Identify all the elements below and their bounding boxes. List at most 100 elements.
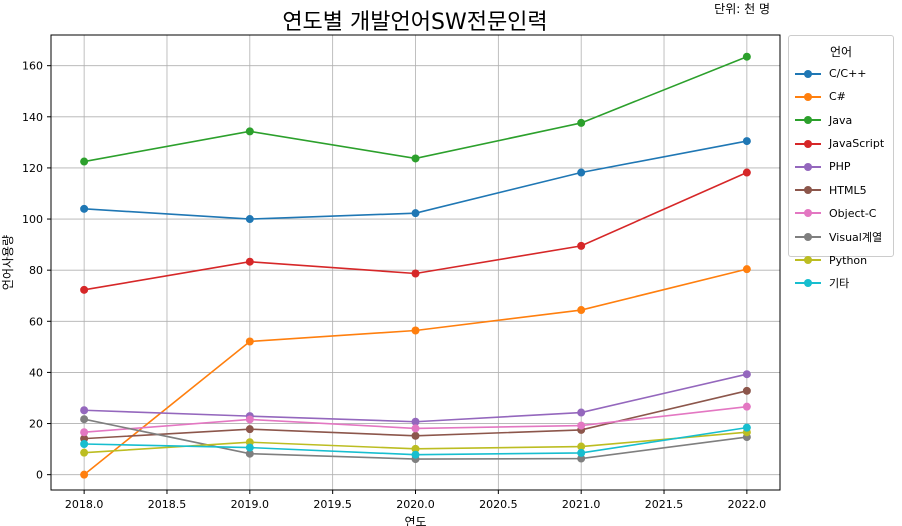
axis-ticks: 2018.0 2018.5 2019.0 2019.5 2020.0 2020.5 2021… xyxy=(22,60,766,511)
data-point xyxy=(742,423,751,432)
x-tick-label: 2018.5 xyxy=(148,498,187,511)
legend-label: Visual계열 xyxy=(829,230,883,244)
data-point xyxy=(742,386,751,395)
legend-label: PHP xyxy=(829,160,851,174)
series-Java xyxy=(80,52,751,166)
y-tick-label: 140 xyxy=(22,111,43,124)
unit-note: 단위: 천 명 xyxy=(714,2,770,16)
x-tick-label: 2018.0 xyxy=(65,498,104,511)
data-point xyxy=(411,209,420,218)
series-C# xyxy=(80,265,751,479)
data-point xyxy=(742,402,751,411)
legend-label: C/C++ xyxy=(829,67,867,81)
legend-swatch xyxy=(795,232,821,242)
x-tick-label: 2020.0 xyxy=(396,498,435,511)
data-point xyxy=(411,431,420,440)
data-point xyxy=(577,168,586,177)
data-point xyxy=(577,448,586,457)
data-point xyxy=(411,326,420,335)
legend-swatch xyxy=(795,255,821,265)
x-tick-label: 2022.0 xyxy=(728,498,767,511)
legend-label: 기타 xyxy=(829,277,850,291)
legend-item: PHP xyxy=(789,155,893,178)
x-tick-label: 2019.5 xyxy=(313,498,352,511)
y-tick-label: 120 xyxy=(22,162,43,175)
legend-item: Python xyxy=(789,248,893,271)
legend-swatch xyxy=(795,208,821,218)
y-tick-label: 160 xyxy=(22,60,43,73)
legend-label: HTML5 xyxy=(829,183,867,197)
legend: 언어 C/C++ C# Java JavaScript PHP HTML5 Object-C… xyxy=(788,35,894,290)
data-point xyxy=(742,52,751,61)
data-point xyxy=(411,269,420,278)
x-tick-label: 2021.5 xyxy=(645,498,684,511)
data-point xyxy=(80,448,89,457)
data-point xyxy=(245,449,254,458)
chart-title: 연도별 개발언어SW전문인력 xyxy=(282,10,548,35)
y-tick-label: 40 xyxy=(29,366,43,379)
data-point xyxy=(245,337,254,346)
legend-item: 기타 xyxy=(789,272,893,295)
data-point xyxy=(245,443,254,452)
data-point xyxy=(411,154,420,163)
data-point xyxy=(245,215,254,224)
legend-item: JavaScript xyxy=(789,132,893,155)
x-tick-label: 2020.5 xyxy=(479,498,518,511)
data-point xyxy=(245,257,254,266)
data-point xyxy=(80,406,89,415)
data-point xyxy=(577,118,586,127)
x-tick-label: 2019.0 xyxy=(231,498,270,511)
legend-swatch xyxy=(795,92,821,102)
series-기타 xyxy=(80,423,751,459)
data-point xyxy=(577,408,586,417)
data-point xyxy=(742,168,751,177)
y-tick-label: 0 xyxy=(36,469,43,482)
data-point xyxy=(245,415,254,424)
legend-label: Object-C xyxy=(829,206,877,220)
data-point xyxy=(742,137,751,146)
data-point xyxy=(577,241,586,250)
y-tick-label: 20 xyxy=(29,418,43,431)
legend-swatch xyxy=(795,69,821,79)
data-point xyxy=(80,428,89,437)
data-point xyxy=(80,439,89,448)
data-point xyxy=(577,454,586,463)
legend-swatch xyxy=(795,185,821,195)
data-point xyxy=(411,417,420,426)
data-point xyxy=(411,450,420,459)
legend-item: C/C++ xyxy=(789,62,893,85)
legend-label: Python xyxy=(829,253,868,267)
legend-item: Object-C xyxy=(789,202,893,225)
y-tick-label: 60 xyxy=(29,315,43,328)
legend-swatch xyxy=(795,278,821,288)
data-point xyxy=(80,415,89,424)
data-point xyxy=(80,470,89,479)
data-point xyxy=(742,370,751,379)
data-point xyxy=(411,444,420,453)
series-C/C++ xyxy=(80,137,751,224)
legend-item: HTML5 xyxy=(789,178,893,201)
data-point xyxy=(577,306,586,315)
legend-swatch xyxy=(795,139,821,149)
data-point xyxy=(411,424,420,433)
legend-item: Java xyxy=(789,109,893,132)
y-tick-label: 100 xyxy=(22,213,43,226)
series-JavaScript xyxy=(80,168,751,294)
data-point xyxy=(577,421,586,430)
legend-label: Java xyxy=(829,113,853,127)
legend-label: JavaScript xyxy=(829,137,885,151)
y-axis-label: 언어사용량 xyxy=(1,235,15,290)
data-point xyxy=(80,285,89,294)
legend-title: 언어 xyxy=(829,45,853,59)
x-tick-label: 2021.0 xyxy=(562,498,601,511)
legend-swatch xyxy=(795,162,821,172)
legend-swatch xyxy=(795,115,821,125)
legend-item: C# xyxy=(789,85,893,108)
legend-item: Visual계열 xyxy=(789,225,893,248)
data-point xyxy=(577,442,586,451)
x-axis-label: 연도 xyxy=(404,515,426,526)
legend-items: C/C++ C# Java JavaScript PHP HTML5 Object-C Vis… xyxy=(789,62,893,295)
data-point xyxy=(245,425,254,434)
series-Object-C xyxy=(80,402,751,437)
